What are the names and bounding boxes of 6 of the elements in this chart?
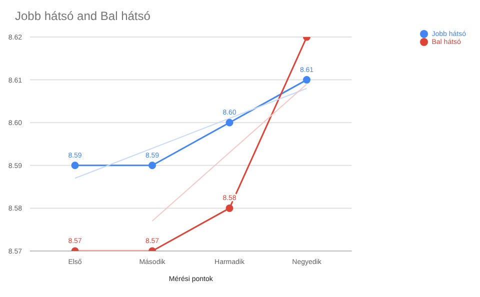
- point: [71, 162, 79, 170]
- point: [148, 162, 156, 170]
- chart-title: Jobb hátsó and Bal hátsó: [15, 9, 150, 23]
- point: [226, 118, 234, 126]
- point: [226, 204, 234, 212]
- point: [303, 76, 310, 84]
